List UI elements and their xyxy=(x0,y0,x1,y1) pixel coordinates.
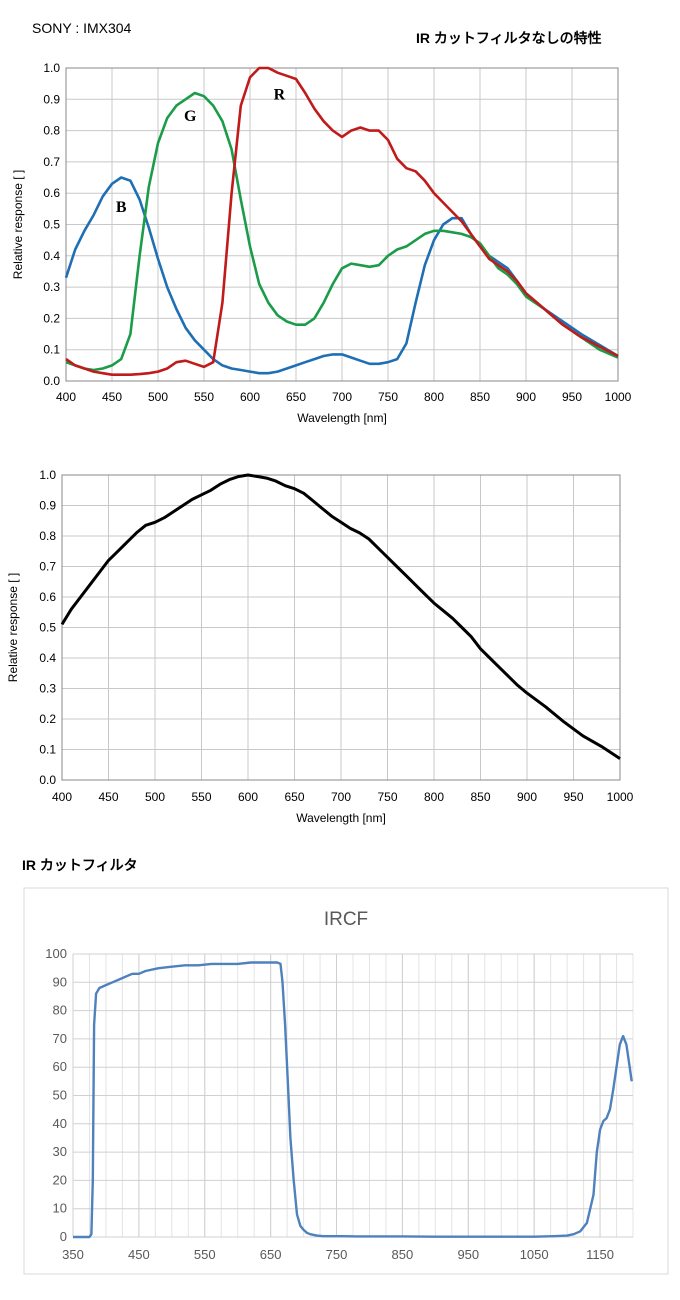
y-tick-label: 1.0 xyxy=(43,61,60,75)
series-label-r: R xyxy=(274,86,286,103)
y-tick-label: 100 xyxy=(45,946,67,961)
x-tick-label: 800 xyxy=(424,390,444,404)
x-tick-label: 950 xyxy=(457,1247,479,1262)
series-label-g: G xyxy=(184,108,197,125)
y-tick-label: 0.8 xyxy=(43,124,60,138)
x-tick-label: 900 xyxy=(516,390,536,404)
x-tick-label: 1000 xyxy=(605,390,632,404)
x-axis-label: Wavelength [nm] xyxy=(296,811,386,825)
x-tick-label: 450 xyxy=(102,390,122,404)
x-tick-label: 550 xyxy=(191,790,211,804)
y-tick-label: 0.4 xyxy=(43,249,60,263)
x-tick-label: 650 xyxy=(286,390,306,404)
y-tick-label: 60 xyxy=(53,1059,67,1074)
x-tick-label: 850 xyxy=(392,1247,414,1262)
y-tick-label: 30 xyxy=(53,1144,67,1159)
series-line-r xyxy=(65,66,619,376)
series-label-b: B xyxy=(116,199,127,216)
x-tick-label: 350 xyxy=(62,1247,84,1262)
y-tick-label: 0.4 xyxy=(39,651,56,665)
sensor-model-label: SONY : IMX304 xyxy=(32,20,132,36)
x-tick-label: 450 xyxy=(128,1247,150,1262)
x-tick-label: 750 xyxy=(378,390,398,404)
y-tick-label: 0.8 xyxy=(39,529,56,543)
x-tick-label: 500 xyxy=(148,390,168,404)
x-tick-label: 1150 xyxy=(586,1247,614,1262)
x-tick-label: 650 xyxy=(284,790,304,804)
x-tick-label: 550 xyxy=(194,1247,216,1262)
x-tick-label: 750 xyxy=(326,1247,348,1262)
y-tick-label: 40 xyxy=(53,1116,67,1131)
y-tick-label: 0.2 xyxy=(39,712,56,726)
chart1-heading: IR カットフィルタなしの特性 xyxy=(416,30,602,46)
y-tick-label: 50 xyxy=(53,1088,67,1103)
x-tick-label: 600 xyxy=(240,390,260,404)
y-tick-label: 0.7 xyxy=(39,560,56,574)
y-tick-label: 10 xyxy=(53,1201,67,1216)
y-tick-label: 1.0 xyxy=(39,468,56,482)
y-tick-label: 20 xyxy=(53,1172,67,1187)
x-tick-label: 450 xyxy=(98,790,118,804)
rgb-response-chart: 0.0 0.1 0.2 0.3 0.4 0.5 0.6 0.7 0.8 0.9 1.0 400 450 5… xyxy=(11,61,632,425)
x-tick-label: 950 xyxy=(562,390,582,404)
chart-panel xyxy=(23,887,669,1275)
x-tick-label: 950 xyxy=(563,790,583,804)
y-tick-label: 0.1 xyxy=(43,343,60,357)
y-tick-label: 0.9 xyxy=(39,499,56,513)
x-tick-label: 550 xyxy=(194,390,214,404)
y-tick-label: 0.9 xyxy=(43,92,60,106)
y-tick-label: 0 xyxy=(60,1229,67,1244)
ircf-transmission-chart: 0 10 20 30 40 50 60 70 80 90 100 350 450 550 650 750 850… xyxy=(23,887,669,1275)
y-tick-label: 0.7 xyxy=(43,155,60,169)
y-tick-label: 0.5 xyxy=(39,621,56,635)
y-tick-label: 0.6 xyxy=(43,186,60,200)
y-tick-label: 0.3 xyxy=(39,682,56,696)
y-tick-label: 90 xyxy=(53,974,67,989)
series-line-0 xyxy=(60,473,621,760)
x-tick-label: 750 xyxy=(377,790,397,804)
y-tick-label: 70 xyxy=(53,1031,67,1046)
y-tick-label: 0.6 xyxy=(39,590,56,604)
y-tick-label: 0.2 xyxy=(43,311,60,325)
x-tick-label: 650 xyxy=(260,1247,282,1262)
y-tick-label: 0.3 xyxy=(43,280,60,294)
x-tick-label: 700 xyxy=(332,390,352,404)
series-line-0 xyxy=(73,961,633,1239)
series-line-g xyxy=(65,91,619,372)
x-tick-label: 850 xyxy=(470,390,490,404)
plot-frame xyxy=(65,67,619,382)
x-axis-label: Wavelength [nm] xyxy=(297,411,387,425)
y-tick-label: 0.0 xyxy=(43,374,60,388)
chart-title: IRCF xyxy=(324,909,368,930)
x-tick-label: 700 xyxy=(331,790,351,804)
chart3-heading: IR カットフィルタ xyxy=(22,857,138,873)
y-tick-label: 80 xyxy=(53,1003,67,1018)
y-axis-label: Relative response [ ] xyxy=(11,170,25,279)
mono-response-chart: 0.0 0.1 0.2 0.3 0.4 0.5 0.6 0.7 0.8 0.9 1.0 400 450 5… xyxy=(6,468,634,825)
y-tick-label: 0.5 xyxy=(43,218,60,232)
x-tick-label: 850 xyxy=(470,790,490,804)
x-tick-label: 1000 xyxy=(607,790,634,804)
x-tick-label: 400 xyxy=(56,390,76,404)
x-tick-label: 800 xyxy=(424,790,444,804)
x-tick-label: 500 xyxy=(145,790,165,804)
x-tick-label: 1050 xyxy=(520,1247,549,1262)
y-tick-label: 0.0 xyxy=(39,773,56,787)
x-tick-label: 400 xyxy=(52,790,72,804)
y-axis-label: Relative response [ ] xyxy=(6,573,20,682)
x-tick-label: 900 xyxy=(517,790,537,804)
x-tick-label: 600 xyxy=(238,790,258,804)
y-tick-label: 0.1 xyxy=(39,743,56,757)
plot-frame xyxy=(61,474,621,781)
